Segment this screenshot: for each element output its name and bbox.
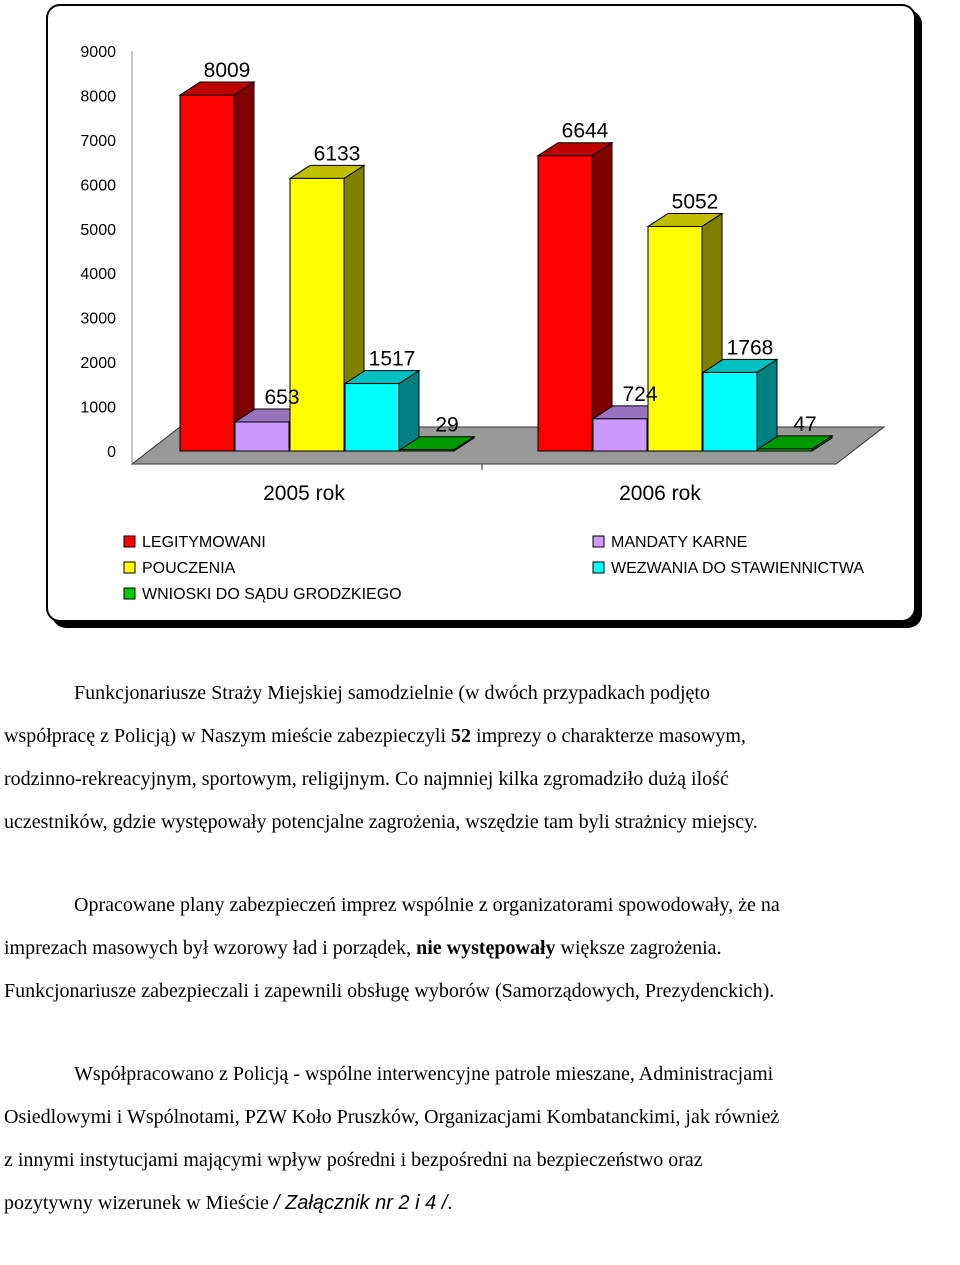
y-tick-label: 2000 [80,355,116,372]
legend-swatch [592,535,605,548]
bar-2-4 [701,358,779,452]
text-span: współpracę z Policją) w Naszym mieście z… [4,725,452,747]
bold-number: 52 [451,725,472,747]
data-label: 5052 [672,190,719,213]
data-label: 724 [622,383,657,406]
text-span: pozytywny wizerunek w Mieście [4,1192,274,1214]
data-label: 8009 [204,59,251,82]
data-label: 1768 [727,336,774,359]
text-line: rodzinno-rekreacyjnym, sportowym, religi… [4,768,729,790]
text-line: uczestników, gdzie występowały potencjal… [4,811,758,833]
y-tick-label: 1000 [80,400,116,417]
legend-label: WEZWANIA DO STAWIENNICTWA [611,560,864,577]
data-label: 1517 [369,348,416,371]
bold-phrase: nie występowały [416,937,556,959]
paragraph-cooperation: Współpracowano z Policją - wspólne inter… [4,1053,958,1225]
bar-1-3 [288,164,366,452]
text-span: imprezy o charakterze masowym, [471,725,746,747]
bar-2-1 [536,141,614,452]
legend-label: POUCZENIA [142,560,236,577]
y-tick-label: 8000 [80,88,116,105]
chart-frame: 0 1000 2000 3000 4000 5000 6000 7000 8000 9000 80… [46,4,916,622]
text-span: większe zagrożenia. [555,937,722,959]
paragraph-plans: Opracowane plany zabezpieczeń imprez wsp… [4,884,958,1013]
text-line: imprezach masowych był wzorowy ład i por… [4,927,958,970]
y-tick-label: 3000 [80,311,116,328]
legend-label: WNIOSKI DO SĄDU GRODZKIEGO [142,586,402,603]
data-label: 653 [264,386,299,409]
bar-1-5 [398,435,476,452]
legend-swatch [123,561,136,574]
y-tick-label: 5000 [80,222,116,239]
legend-swatch [592,561,605,574]
legend-label: MANDATY KARNE [611,534,747,551]
category-label: 2006 rok [619,482,701,505]
data-label: 47 [793,413,816,436]
text-line: z innymi instytucjami mającymi wpływ poś… [4,1149,703,1171]
paragraph-events: Funkcjonariusze Straży Miejskiej samodzi… [4,672,958,844]
text-line: Funkcjonariusze zabezpieczali i zapewnil… [4,980,775,1002]
bar-chart: 0 1000 2000 3000 4000 5000 6000 7000 8000 9000 80… [80,44,886,603]
category-label: 2005 rok [263,482,345,505]
legend-item: WNIOSKI DO SĄDU GRODZKIEGO [123,586,402,603]
document-text: Funkcjonariusze Straży Miejskiej samodzi… [4,672,958,1265]
text-span: . [447,1192,453,1214]
text-line: Osiedlowymi i Wspólnotami, PZW Koło Prus… [4,1106,780,1128]
y-tick-label: 0 [107,444,116,461]
y-tick-label: 4000 [80,266,116,283]
text-line: Funkcjonariusze Straży Miejskiej samodzi… [74,682,710,704]
legend-item: LEGITYMOWANI [123,534,266,551]
legend-label: LEGITYMOWANI [142,534,266,551]
legend-item: WEZWANIA DO STAWIENNICTWA [592,560,864,577]
data-label: 29 [435,414,458,437]
attachment-reference: / Załącznik nr 2 i 4 / [273,1192,448,1214]
y-tick-label: 6000 [80,177,116,194]
legend-item: MANDATY KARNE [592,534,747,551]
bar-1-4 [343,369,421,452]
legend-swatch [123,535,136,548]
y-tick-label: 7000 [80,133,116,150]
text-line: współpracę z Policją) w Naszym mieście z… [4,715,958,758]
data-label: 6644 [562,120,609,143]
data-label: 6133 [314,142,361,165]
text-span: imprezach masowych był wzorowy ład i por… [4,937,417,959]
legend-swatch [123,587,136,600]
bar-1-1 [178,81,256,452]
bar-2-5 [756,434,834,452]
y-tick-label: 9000 [80,44,116,61]
text-line: Opracowane plany zabezpieczeń imprez wsp… [74,894,780,916]
text-line: pozytywny wizerunek w Mieście / Załączni… [4,1182,958,1225]
legend-item: POUCZENIA [123,560,236,577]
text-line: Współpracowano z Policją - wspólne inter… [74,1063,774,1085]
